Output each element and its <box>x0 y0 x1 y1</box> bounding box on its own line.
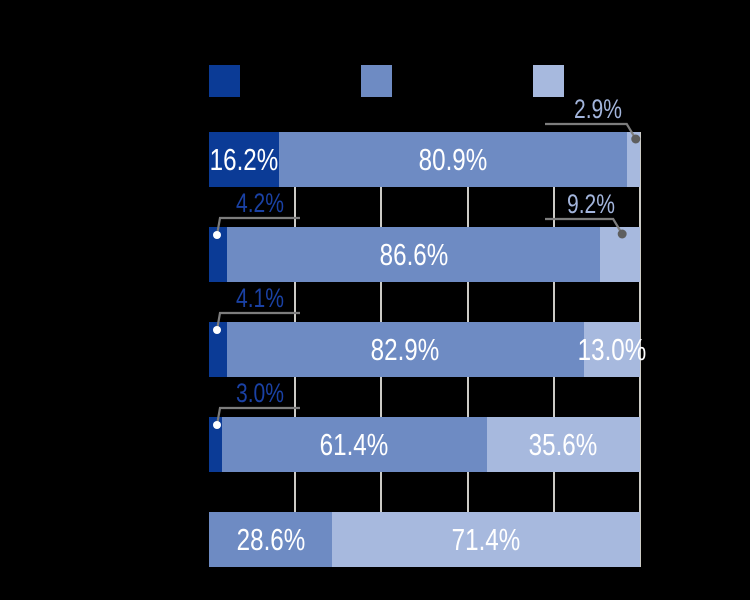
segment-value-label: 13.0% <box>577 332 647 367</box>
bar-row-4: 61.4% 35.6% <box>209 417 640 472</box>
segment-value-label: 35.6% <box>528 427 598 462</box>
bar-segment-r3-s3: 13.0% <box>578 322 646 377</box>
callout-value-label: 3.0% <box>235 378 285 408</box>
series-3-swatch <box>533 65 564 97</box>
segment-value-label: 71.4% <box>451 522 521 557</box>
bar-segment-r3-s2: 82.9% <box>226 322 584 377</box>
segment-value-label: 80.9% <box>418 142 488 177</box>
segment-value-label: 28.6% <box>236 522 305 557</box>
segment-value-label: 16.2% <box>209 142 279 177</box>
callout-value-label: 4.1% <box>235 283 285 313</box>
bar-segment-r1-s2: 80.9% <box>278 132 628 187</box>
series-2-swatch <box>361 65 392 97</box>
bar-segment-r3-s1 <box>209 322 227 377</box>
gridline-100 <box>639 132 641 567</box>
bar-row-1: 16.2% 80.9% <box>209 132 640 187</box>
bar-row-3: 82.9% 13.0% <box>209 322 646 377</box>
bar-segment-r4-s1 <box>209 417 222 472</box>
bar-segment-r4-s3: 35.6% <box>486 417 640 472</box>
segment-value-label: 61.4% <box>319 427 389 462</box>
segment-value-label: 82.9% <box>371 332 440 367</box>
bar-segment-r2-s2: 86.6% <box>227 227 601 282</box>
bar-segment-r1-s3 <box>627 132 640 187</box>
bar-segment-r4-s2: 61.4% <box>221 417 487 472</box>
bar-segment-r2-s3 <box>600 227 640 282</box>
bar-row-2: 86.6% <box>209 227 640 282</box>
callout-value-label: 9.2% <box>567 189 616 219</box>
bar-segment-r2-s1 <box>209 227 228 282</box>
bar-segment-r5-s2: 28.6% <box>209 512 333 567</box>
bar-segment-r1-s1: 16.2% <box>209 132 279 187</box>
callout-value-label: 2.9% <box>573 94 622 124</box>
bar-row-5: 28.6% 71.4% <box>209 512 640 567</box>
bar-segment-r5-s3: 71.4% <box>332 512 640 567</box>
series-1-swatch <box>209 65 240 97</box>
callout-value-label: 4.2% <box>235 188 285 218</box>
segment-value-label: 86.6% <box>379 237 448 272</box>
